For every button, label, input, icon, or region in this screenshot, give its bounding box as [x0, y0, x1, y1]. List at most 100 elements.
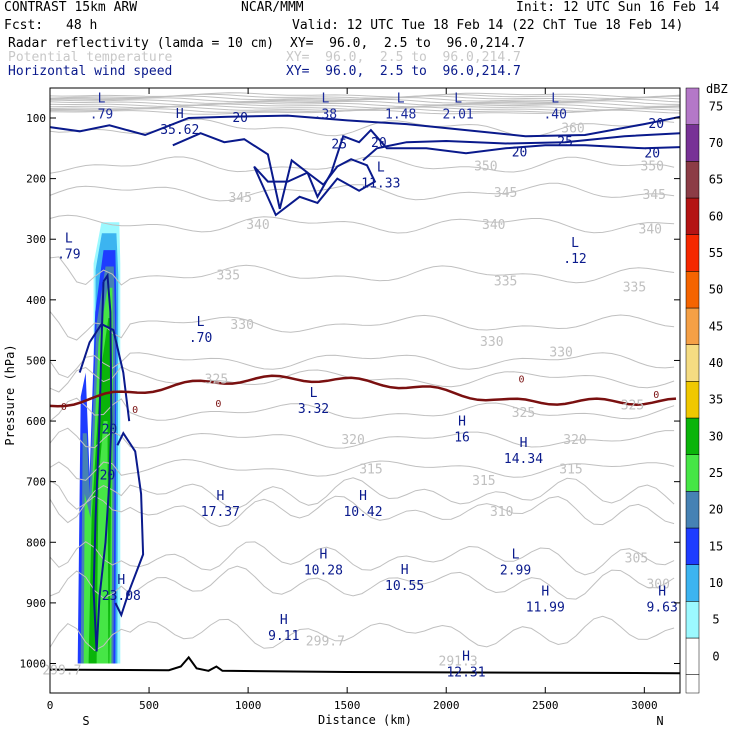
theta-label: 325 — [621, 399, 644, 414]
colorbar-label: 70 — [709, 136, 723, 150]
extremum-kind: L — [551, 91, 559, 106]
plot-frame — [49, 87, 681, 694]
extremum-kind: H — [462, 650, 470, 665]
theta-label: 299.7 — [306, 634, 345, 649]
theta-label: 315 — [359, 462, 382, 477]
extremum-value: 17.37 — [201, 505, 240, 520]
wind-contours — [49, 114, 681, 652]
extremum-kind: H — [280, 613, 288, 628]
extremum-value: 11.33 — [361, 176, 400, 191]
theta-label: 350 — [474, 159, 497, 174]
theta-contour — [49, 214, 675, 234]
theta-label: 350 — [641, 159, 664, 174]
wind-contour — [253, 158, 377, 217]
extremum-kind: L — [310, 386, 318, 401]
theta-label: 320 — [563, 433, 586, 448]
theta-contour — [49, 427, 675, 449]
theta-label: 325 — [512, 406, 535, 421]
extremum-value: 14.34 — [504, 452, 543, 467]
extremum-value: .12 — [563, 252, 586, 267]
wind-label: 20 — [102, 422, 118, 437]
theta-band-line — [49, 109, 681, 115]
colorbar-label: 5 — [712, 613, 719, 627]
colorbar-label: 15 — [709, 539, 723, 553]
extremum-value: .40 — [543, 107, 566, 122]
extremum-kind: H — [401, 563, 409, 578]
theta-label: 345 — [643, 188, 666, 203]
wind-label: 20 — [232, 111, 248, 126]
colorbar: 0 5 10 15 20 25 30 35 40 45 50 55 60 65 70 75 — [685, 87, 723, 694]
colorbar-swatch — [685, 674, 700, 694]
theta-label: 340 — [482, 218, 505, 233]
extremum-value: 9.11 — [268, 629, 299, 644]
freezing-level: 0 0 0 0 0 — [49, 374, 677, 416]
x-tick-label: 1500 — [334, 699, 361, 712]
theta-label: 320 — [341, 433, 364, 448]
freezing-contour — [49, 374, 677, 408]
extremum-value: 16 — [454, 430, 470, 445]
org-label: NCAR/MMM — [241, 0, 304, 15]
theta-label: 330 — [230, 318, 253, 333]
y-tick-label: 800 — [26, 536, 46, 549]
forecast-label: Fcst: — [4, 18, 44, 33]
wind-contour — [172, 128, 681, 210]
extremum-value: .79 — [90, 107, 113, 122]
extremum-kind: L — [197, 315, 205, 330]
wind-label: 20 — [512, 145, 528, 160]
colorbar-swatch — [685, 454, 700, 492]
extremum-value: 10.55 — [385, 579, 424, 594]
theta-contour — [49, 565, 675, 600]
theta-label: 310 — [490, 505, 513, 520]
extremum-kind: L — [397, 91, 405, 106]
extremum-value: 35.62 — [160, 123, 199, 138]
theta-contour — [49, 155, 675, 174]
extremum-kind: H — [658, 585, 666, 600]
extremum-value: 23.08 — [102, 589, 141, 604]
theta-label: 360 — [561, 122, 584, 137]
freezing-label: 0 — [653, 390, 659, 401]
colorbar-label: 25 — [709, 466, 723, 480]
extremum-value: 2.01 — [442, 107, 473, 122]
freezing-label: 0 — [518, 375, 524, 386]
theta-band-line — [49, 100, 680, 106]
wind-label: 25 — [331, 137, 347, 152]
extremum-value: .79 — [57, 247, 80, 262]
theta-label: 335 — [494, 274, 517, 289]
colorbar-swatch — [685, 307, 700, 345]
freezing-label: 0 — [61, 402, 67, 413]
extremum-value: 1.48 — [385, 107, 416, 122]
wind-label: 20 — [371, 136, 387, 151]
theta-label: 340 — [639, 222, 662, 237]
x-tick-label: 2500 — [532, 699, 559, 712]
extremum-value: 12.31 — [446, 666, 485, 681]
theta-contour — [49, 256, 675, 286]
theta-contour — [49, 615, 675, 652]
wind-contour — [49, 114, 681, 138]
theta-label: 299.7 — [42, 664, 81, 679]
theta-label: 305 — [625, 551, 648, 566]
x-tick-label: 500 — [139, 699, 159, 712]
y-tick-label: 600 — [26, 415, 46, 428]
extremum-kind: H — [319, 548, 327, 563]
y-tick-label: 1000 — [20, 658, 47, 671]
model-title: CONTRAST 15km ARW — [4, 0, 138, 15]
x-tick-label: 3000 — [631, 699, 658, 712]
theta-label: 325 — [205, 373, 228, 388]
xy-wind: XY= 96.0, 2.5 to 96.0,214.7 — [286, 64, 521, 79]
extremum-kind: H — [458, 414, 466, 429]
extremum-value: .70 — [189, 331, 212, 346]
extremum-value: 10.42 — [343, 505, 382, 520]
valid-time: Valid: 12 UTC Tue 18 Feb 14 (22 ChT Tue … — [292, 18, 684, 33]
colorbar-label: 0 — [712, 649, 719, 663]
colorbar-swatch — [685, 87, 700, 125]
colorbar-label: 55 — [709, 246, 723, 260]
init-time: Init: 12 UTC Sun 16 Feb 14 — [516, 0, 720, 15]
colorbar-label: 40 — [709, 356, 723, 370]
extremum-kind: L — [65, 231, 73, 246]
theta-label: 330 — [549, 345, 572, 360]
colorbar-label: 35 — [709, 393, 723, 407]
y-tick-label: 100 — [26, 112, 46, 125]
extremum-kind: L — [454, 91, 462, 106]
